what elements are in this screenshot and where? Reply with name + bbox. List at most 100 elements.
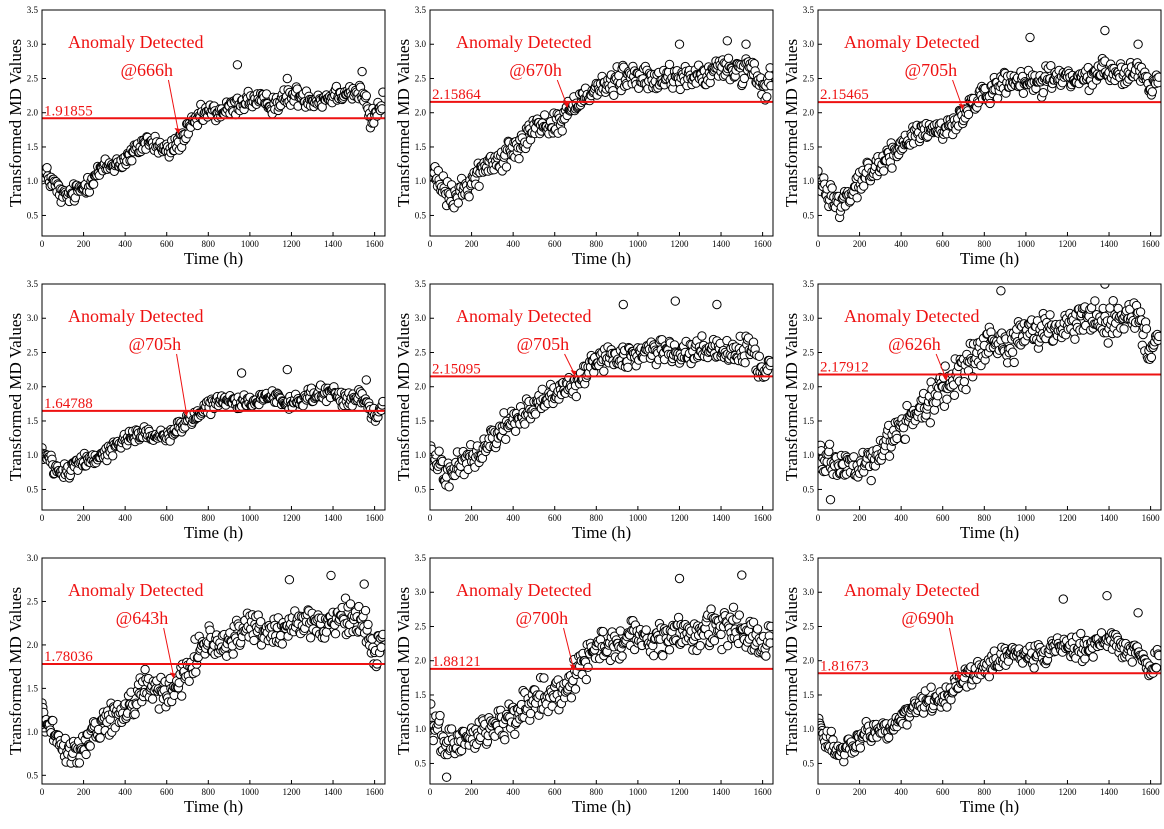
y-axis-title: Transformed MD Values bbox=[394, 313, 413, 481]
data-point bbox=[501, 162, 512, 172]
x-tick-label: 0 bbox=[428, 239, 433, 249]
y-tick-label: 1.0 bbox=[27, 450, 39, 460]
annotation-time: @705h bbox=[517, 334, 570, 354]
annotation-arrow bbox=[952, 79, 964, 109]
data-point bbox=[376, 642, 385, 652]
data-point bbox=[1088, 652, 1098, 662]
x-tick-label: 0 bbox=[428, 513, 433, 523]
annotation-arrow bbox=[176, 353, 188, 415]
data-point bbox=[249, 635, 259, 646]
x-tick-label: 1400 bbox=[712, 513, 731, 523]
data-point bbox=[766, 81, 773, 91]
y-tick-label: 3.5 bbox=[27, 5, 39, 15]
x-axis-title: Time (h) bbox=[184, 797, 243, 816]
data-point bbox=[985, 98, 995, 109]
y-tick-label: 3.5 bbox=[27, 279, 39, 289]
plot-frame bbox=[41, 283, 386, 511]
annotation-time: @626h bbox=[888, 334, 941, 354]
data-points bbox=[42, 60, 385, 207]
y-tick-label: 1.0 bbox=[803, 724, 815, 734]
data-point bbox=[236, 368, 247, 378]
y-tick-label: 0.5 bbox=[27, 210, 39, 220]
data-point bbox=[1018, 88, 1029, 99]
data-point bbox=[1080, 654, 1090, 664]
data-point bbox=[949, 390, 960, 401]
data-point bbox=[695, 641, 705, 651]
y-tick-label: 0.5 bbox=[415, 484, 427, 494]
y-tick-label: 1.5 bbox=[803, 142, 815, 152]
subplot-5: 2.15095 Anomaly Detected @705h 0 200 400 600 80… bbox=[394, 279, 774, 542]
y-tick-label: 2.0 bbox=[27, 382, 39, 392]
data-point bbox=[1045, 310, 1055, 320]
data-point bbox=[929, 405, 940, 415]
plot-frame bbox=[817, 283, 1162, 511]
x-tick-label: 1600 bbox=[754, 239, 773, 249]
data-point bbox=[741, 39, 751, 49]
x-tick-label: 600 bbox=[160, 239, 174, 249]
x-tick-label: 1200 bbox=[282, 787, 301, 797]
data-point bbox=[430, 699, 436, 709]
data-point bbox=[140, 664, 150, 675]
data-point bbox=[1009, 357, 1019, 368]
x-tick-label: 800 bbox=[978, 787, 992, 797]
data-point bbox=[618, 299, 629, 310]
data-points bbox=[42, 570, 385, 768]
x-tick-label: 1400 bbox=[1100, 513, 1119, 523]
data-point bbox=[361, 91, 371, 101]
data-point bbox=[48, 715, 58, 726]
y-tick-label: 3.0 bbox=[27, 553, 39, 563]
annotation-time: @690h bbox=[901, 608, 954, 628]
x-tick-label: 1000 bbox=[629, 787, 648, 797]
x-tick-label: 1000 bbox=[241, 239, 260, 249]
annotation-arrowhead bbox=[570, 370, 577, 377]
annotation-time: @705h bbox=[905, 60, 958, 80]
annotation-arrow bbox=[935, 353, 947, 379]
data-point bbox=[740, 358, 750, 368]
data-point bbox=[499, 408, 509, 418]
plot-frame bbox=[817, 557, 1162, 785]
threshold-label: 1.64788 bbox=[44, 396, 93, 412]
data-point bbox=[855, 743, 866, 753]
data-point bbox=[130, 709, 140, 719]
x-tick-label: 400 bbox=[506, 513, 520, 523]
threshold-label: 2.15864 bbox=[432, 87, 481, 103]
x-tick-label: 800 bbox=[590, 513, 604, 523]
y-tick-label: 1.5 bbox=[27, 416, 39, 426]
annotation-title: Anomaly Detected bbox=[844, 580, 979, 600]
x-tick-label: 0 bbox=[40, 513, 45, 523]
data-point bbox=[378, 87, 385, 97]
data-point bbox=[706, 604, 716, 614]
data-point bbox=[825, 495, 836, 505]
x-tick-label: 600 bbox=[548, 513, 562, 523]
data-point bbox=[1133, 39, 1143, 49]
data-point bbox=[884, 451, 895, 461]
x-axis-title: Time (h) bbox=[184, 523, 243, 542]
x-tick-label: 400 bbox=[118, 787, 132, 797]
annotation-time: @666h bbox=[120, 60, 173, 80]
annotation-time: @700h bbox=[516, 608, 569, 628]
y-tick-label: 1.5 bbox=[803, 416, 815, 426]
x-axis-title: Time (h) bbox=[960, 523, 1019, 542]
x-tick-label: 1200 bbox=[282, 513, 301, 523]
annotation-arrow bbox=[948, 627, 960, 679]
x-tick-label: 1200 bbox=[1058, 513, 1077, 523]
y-tick-label: 1.0 bbox=[415, 176, 427, 186]
data-point bbox=[108, 451, 118, 461]
annotation-arrowhead bbox=[174, 127, 181, 134]
data-point bbox=[761, 651, 771, 661]
x-tick-label: 1400 bbox=[1100, 239, 1119, 249]
x-tick-label: 800 bbox=[978, 239, 992, 249]
data-points bbox=[42, 364, 385, 483]
y-tick-label: 3.0 bbox=[803, 587, 815, 597]
data-point bbox=[1100, 284, 1110, 289]
y-tick-label: 3.5 bbox=[415, 553, 427, 563]
data-point bbox=[766, 357, 773, 367]
subplot-8: 1.88121 Anomaly Detected @700h 0 200 400 600 80… bbox=[394, 553, 774, 816]
data-point bbox=[961, 384, 971, 395]
x-axis-title: Time (h) bbox=[572, 797, 631, 816]
x-tick-label: 600 bbox=[936, 787, 950, 797]
data-point bbox=[1151, 663, 1161, 673]
data-point bbox=[441, 772, 452, 782]
subplot-4: 1.64788 Anomaly Detected @705h 0 200 400 600 80… bbox=[6, 279, 386, 542]
x-tick-label: 200 bbox=[465, 787, 479, 797]
